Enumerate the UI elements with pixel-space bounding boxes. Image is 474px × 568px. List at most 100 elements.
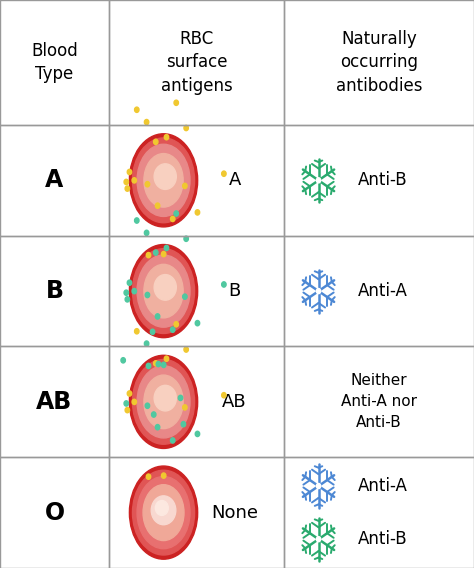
Circle shape [127, 169, 132, 174]
Text: AB: AB [36, 390, 73, 414]
Text: RBC
surface
antigens: RBC surface antigens [161, 30, 233, 95]
Text: Anti-B: Anti-B [358, 530, 408, 548]
Circle shape [155, 314, 160, 319]
Circle shape [125, 186, 129, 191]
Circle shape [145, 403, 150, 408]
Circle shape [146, 364, 151, 369]
Bar [284, 457, 474, 568]
Bar [0, 0, 109, 125]
Ellipse shape [129, 133, 198, 227]
Circle shape [156, 361, 161, 367]
Ellipse shape [129, 466, 198, 559]
Bar [0, 346, 109, 457]
Circle shape [162, 473, 166, 478]
Circle shape [222, 392, 226, 398]
Text: AB: AB [222, 393, 247, 411]
Circle shape [184, 347, 188, 352]
Bar [0, 125, 109, 236]
Circle shape [316, 289, 321, 294]
Circle shape [174, 211, 178, 216]
Circle shape [132, 289, 137, 294]
Ellipse shape [137, 255, 190, 327]
Circle shape [154, 250, 158, 255]
Ellipse shape [137, 477, 190, 549]
Circle shape [174, 321, 178, 327]
Circle shape [154, 139, 158, 144]
Circle shape [182, 405, 187, 410]
Ellipse shape [154, 385, 176, 411]
Ellipse shape [137, 366, 190, 438]
Circle shape [146, 474, 151, 479]
Circle shape [174, 100, 178, 106]
Circle shape [145, 119, 149, 125]
Text: Anti-A: Anti-A [358, 282, 408, 300]
Circle shape [154, 361, 158, 366]
Circle shape [135, 218, 139, 223]
Text: Naturally
occurring
antibodies: Naturally occurring antibodies [336, 30, 422, 95]
Ellipse shape [129, 244, 198, 337]
Circle shape [127, 391, 132, 396]
Circle shape [171, 438, 175, 443]
Ellipse shape [151, 496, 176, 525]
Text: A: A [46, 168, 64, 193]
Circle shape [132, 178, 137, 183]
Text: Anti-A: Anti-A [358, 477, 408, 495]
Circle shape [171, 327, 175, 332]
Text: Blood
Type: Blood Type [31, 41, 78, 83]
Circle shape [145, 230, 149, 236]
Circle shape [155, 203, 160, 208]
Ellipse shape [155, 500, 168, 515]
Ellipse shape [132, 360, 195, 444]
Ellipse shape [137, 144, 190, 216]
Circle shape [152, 412, 156, 417]
Circle shape [195, 210, 200, 215]
Ellipse shape [129, 356, 198, 449]
Ellipse shape [154, 164, 176, 189]
Text: O: O [45, 500, 64, 525]
Circle shape [222, 171, 226, 177]
Circle shape [195, 431, 200, 437]
Circle shape [162, 252, 166, 257]
Circle shape [181, 421, 186, 427]
Circle shape [171, 216, 175, 222]
Circle shape [146, 253, 151, 258]
Text: Anti-B: Anti-B [358, 172, 408, 189]
Bar [0, 457, 109, 568]
Circle shape [121, 358, 126, 363]
Circle shape [184, 236, 188, 241]
Ellipse shape [132, 138, 195, 223]
Ellipse shape [144, 153, 183, 207]
Ellipse shape [132, 249, 195, 333]
Circle shape [162, 362, 166, 367]
Circle shape [184, 126, 188, 131]
Circle shape [182, 294, 187, 299]
Circle shape [124, 401, 128, 406]
Circle shape [316, 178, 321, 183]
Circle shape [195, 320, 200, 326]
Circle shape [125, 296, 129, 302]
Circle shape [124, 179, 128, 185]
Text: B: B [228, 282, 241, 300]
Circle shape [164, 245, 169, 250]
Circle shape [150, 329, 155, 335]
Ellipse shape [143, 485, 184, 541]
Circle shape [145, 182, 150, 187]
Bar [0, 236, 109, 346]
Bar [284, 236, 474, 346]
Circle shape [178, 395, 182, 400]
Circle shape [135, 329, 139, 334]
Ellipse shape [154, 274, 176, 300]
Text: Neither
Anti-A nor
Anti-B: Neither Anti-A nor Anti-B [341, 373, 417, 431]
Text: None: None [211, 504, 258, 521]
Circle shape [145, 341, 149, 346]
Circle shape [127, 280, 132, 285]
Bar [284, 0, 474, 125]
Circle shape [164, 356, 169, 361]
Bar [109, 0, 284, 125]
Circle shape [222, 282, 226, 287]
Text: B: B [46, 279, 64, 303]
Bar [109, 125, 284, 236]
Circle shape [135, 107, 139, 112]
Circle shape [164, 135, 169, 140]
Bar [109, 346, 284, 457]
